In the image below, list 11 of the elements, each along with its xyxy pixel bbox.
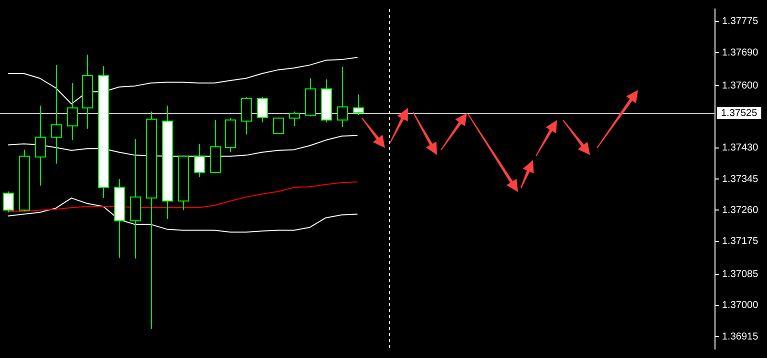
- y-tick-label: 1.37260: [722, 204, 759, 216]
- y-tick-label: 1.37085: [722, 269, 759, 280]
- y-tick-label: 1.36915: [722, 331, 759, 342]
- y-tick-label: 1.37600: [722, 80, 759, 92]
- y-tick-label: 1.37000: [722, 300, 759, 312]
- y-tick-label: 1.37775: [722, 16, 759, 28]
- y-tick-label: 1.37175: [722, 236, 759, 248]
- ref-line-label: 1.37525: [721, 108, 758, 119]
- y-tick-label: 1.37345: [722, 174, 759, 185]
- y-tick-label: 1.37690: [722, 47, 759, 58]
- y-tick-label: 1.37430: [722, 142, 759, 154]
